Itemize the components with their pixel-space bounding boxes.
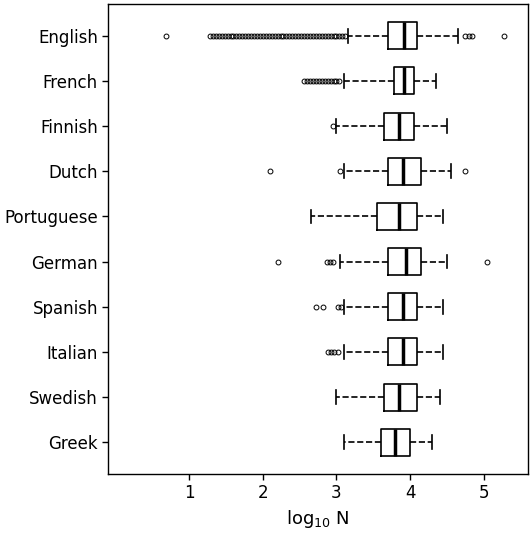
X-axis label: log$_{10}$ N: log$_{10}$ N: [286, 508, 350, 530]
